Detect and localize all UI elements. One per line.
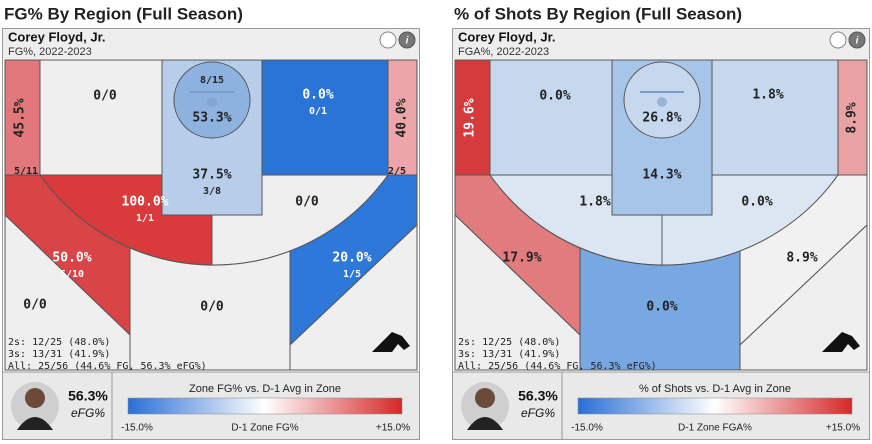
zone-label: 20.0%: [332, 251, 371, 266]
zone: [489, 59, 613, 176]
zone-label: 26.8%: [642, 111, 681, 126]
rim: [207, 97, 217, 107]
subtitle: FGA%, 2022-2023: [458, 46, 549, 58]
team-logo: [372, 332, 410, 352]
info-glyph: i: [406, 36, 409, 47]
legend-gradient: [577, 397, 853, 415]
panel-title: % of Shots By Region (Full Season): [454, 4, 742, 23]
toggle-icon: [379, 31, 397, 49]
panel: FG% By Region (Full Season) Corey Floyd, …: [2, 4, 420, 440]
legend-title: Zone FG% vs. D-1 Avg in Zone: [189, 383, 341, 395]
zone-label: 8.9%: [786, 251, 817, 266]
zone: [261, 59, 389, 176]
legend-min: -15.0%: [121, 423, 153, 434]
avatar-body: [17, 417, 53, 430]
zone-label: 0/0: [23, 298, 47, 313]
zone-label: 1.8%: [579, 195, 610, 210]
zone-sub: 3/8: [203, 186, 221, 197]
zone-label: 0.0%: [302, 88, 333, 103]
rim: [657, 97, 667, 107]
zone-label: 40.0%: [395, 98, 410, 137]
subtitle: FG%, 2022-2023: [8, 46, 92, 58]
efg-label: eFG%: [521, 406, 555, 420]
info-glyph: i: [856, 36, 859, 47]
panel: % of Shots By Region (Full Season) Corey …: [452, 4, 870, 440]
toggle-icon: [829, 31, 847, 49]
stat-line: 2s: 12/25 (48.0%): [458, 337, 560, 348]
zone-label: 100.0%: [122, 195, 169, 210]
zone-sub: 5/11: [14, 166, 38, 177]
zone-label: 53.3%: [192, 111, 231, 126]
team-logo: [822, 332, 860, 352]
stat-line: 2s: 12/25 (48.0%): [8, 337, 110, 348]
zone-label: 8.9%: [845, 102, 860, 133]
zone-sub: 8/15: [200, 75, 224, 86]
zone-label: 14.3%: [642, 168, 681, 183]
stat-line: All: 25/56 (44.6% FG, 56.3% eFG%): [458, 361, 657, 372]
card-header: [453, 29, 869, 59]
zone-sub: 1/5: [343, 269, 361, 280]
zone-sub: 5/10: [60, 269, 84, 280]
zone-label: 0.0%: [646, 300, 677, 315]
efg-value: 56.3%: [518, 388, 558, 404]
avatar-head: [25, 388, 45, 408]
zone-label: 19.6%: [463, 98, 478, 137]
stat-line: 3s: 13/31 (41.9%): [458, 349, 560, 360]
zone-label: 17.9%: [502, 251, 541, 266]
avatar-head: [475, 388, 495, 408]
legend-gradient: [127, 397, 403, 415]
court-border: [454, 59, 868, 371]
legend-axis: D-1 Zone FGA%: [678, 423, 752, 434]
info-icon: [848, 31, 866, 49]
zone-sub: 2/5: [388, 166, 406, 177]
zone-label: 0/0: [93, 89, 117, 104]
legend-axis: D-1 Zone FG%: [231, 423, 298, 434]
player-name: Corey Floyd, Jr.: [8, 29, 106, 44]
zone: [39, 59, 163, 176]
legend-min: -15.0%: [571, 423, 603, 434]
efg-value: 56.3%: [68, 388, 108, 404]
court-border: [4, 59, 418, 371]
zone-label: 1.8%: [752, 88, 783, 103]
legend-max: +15.0%: [826, 423, 860, 434]
info-icon: [398, 31, 416, 49]
legend-max: +15.0%: [376, 423, 410, 434]
stat-line: All: 25/56 (44.6% FG, 56.3% eFG%): [8, 361, 207, 372]
panel-title: FG% By Region (Full Season): [4, 4, 243, 23]
stat-line: 3s: 13/31 (41.9%): [8, 349, 110, 360]
efg-label: eFG%: [71, 406, 105, 420]
legend-title: % of Shots vs. D-1 Avg in Zone: [639, 383, 791, 395]
card-header: [3, 29, 419, 59]
zone-label: 0/0: [200, 300, 224, 315]
zone-label: 0.0%: [741, 195, 772, 210]
zone-label: 45.5%: [13, 98, 28, 137]
zone-sub: 1/1: [136, 213, 154, 224]
zone: [711, 59, 839, 176]
zone-label: 0.0%: [539, 89, 570, 104]
zone-label: 0/0: [295, 195, 319, 210]
zone-label: 37.5%: [192, 168, 231, 183]
zone-sub: 0/1: [309, 106, 327, 117]
player-name: Corey Floyd, Jr.: [458, 29, 556, 44]
avatar-body: [467, 417, 503, 430]
zone-label: 50.0%: [52, 251, 91, 266]
